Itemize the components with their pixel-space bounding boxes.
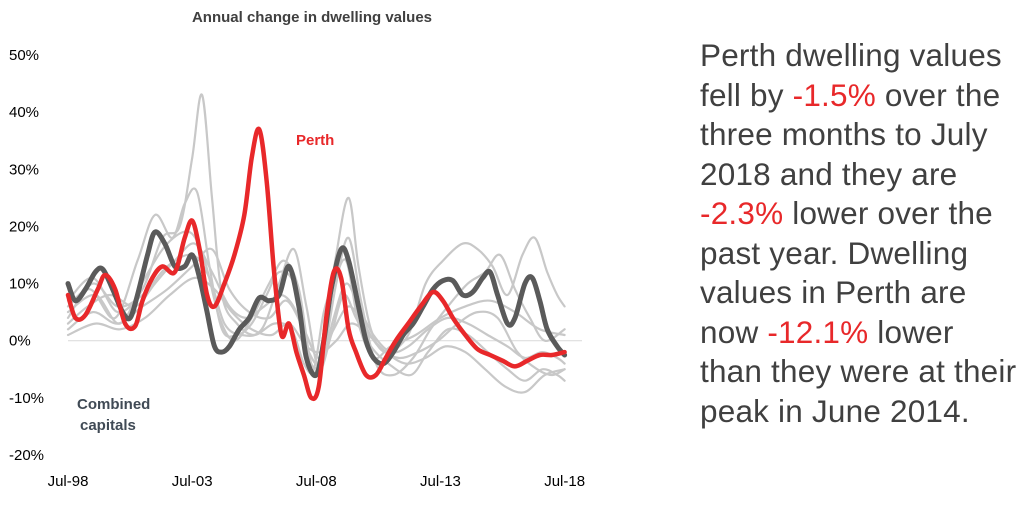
- y-tick-label: 30%: [9, 161, 39, 178]
- y-tick-label: 50%: [9, 47, 39, 64]
- peak-change-value: -12.1%: [767, 313, 869, 350]
- commentary-part-2: over the three months to July 2018 and t…: [700, 76, 1001, 192]
- label-combined-capitals-line2: capitals: [80, 417, 136, 434]
- commentary-part-4: lower than they were at their peak in Ju…: [700, 313, 1017, 429]
- y-axis-ticks: 50% 40% 30% 20% 10% 0% -10% -20%: [9, 47, 44, 464]
- x-tick-label: Jul-08: [296, 473, 337, 490]
- y-tick-label: 0%: [9, 333, 31, 350]
- x-tick-label: Jul-03: [172, 473, 213, 490]
- y-tick-label: -10%: [9, 390, 44, 407]
- series-lines: [65, 93, 568, 402]
- quarterly-change-value: -1.5%: [792, 76, 876, 113]
- series-line-capital-1: [66, 93, 566, 375]
- annual-change-value: -2.3%: [700, 195, 784, 231]
- x-tick-label: Jul-98: [48, 473, 89, 490]
- x-axis-ticks: Jul-98 Jul-03 Jul-08 Jul-13 Jul-18: [48, 473, 585, 490]
- commentary-part-1: Perth dwelling values fell by: [700, 37, 1002, 113]
- x-tick-label: Jul-18: [544, 473, 585, 490]
- series-line-capital-6: [66, 247, 566, 377]
- label-combined-capitals-line1: Combined: [77, 396, 150, 413]
- y-tick-label: 20%: [9, 218, 39, 235]
- series-line-combined-capitals: [65, 229, 568, 379]
- chart: Annual change in dwelling values 50% 40% 3…: [9, 9, 585, 490]
- commentary-part-3: lower over the past year. Dwelling value…: [700, 195, 993, 350]
- commentary-text: Perth dwelling values fell by -1.5% over…: [700, 36, 1020, 431]
- series-line-capital-7: [66, 276, 566, 394]
- y-tick-label: 10%: [9, 276, 39, 293]
- y-tick-label: 40%: [9, 104, 39, 121]
- x-tick-label: Jul-13: [420, 473, 461, 490]
- series-line-perth: [65, 126, 567, 402]
- y-tick-label: -20%: [9, 447, 44, 464]
- chart-title: Annual change in dwelling values: [192, 9, 432, 26]
- label-perth: Perth: [296, 132, 334, 149]
